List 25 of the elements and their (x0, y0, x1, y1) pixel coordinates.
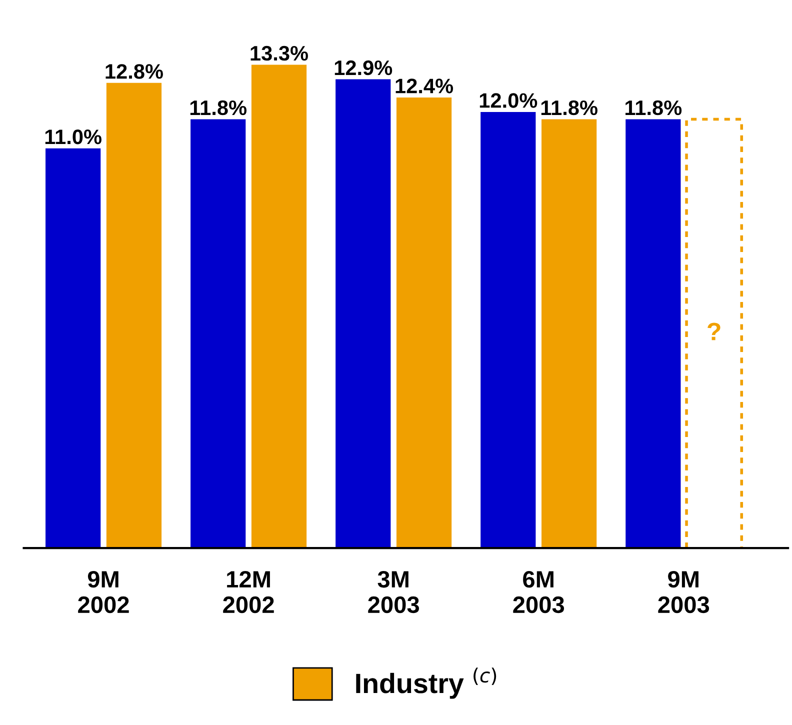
data-label: 11.0% (45, 129, 102, 144)
bar (251, 64, 307, 548)
data-label: 11.8% (541, 100, 598, 116)
data-label: 12.8% (106, 64, 163, 79)
data-label: 12.9% (334, 60, 392, 76)
bar (480, 112, 536, 548)
x-tick-label: 3M 2003 (368, 570, 419, 614)
legend-label: Industry $^{(c)}$ (356, 668, 496, 699)
x-tick-label: 9M 2003 (658, 570, 710, 614)
bar (626, 119, 681, 548)
annotation: ? (708, 322, 720, 340)
x-tick-label: 9M 2002 (78, 570, 129, 614)
data-label: 12.0% (480, 93, 538, 108)
bar (46, 148, 101, 548)
data-label: 11.8% (190, 100, 247, 116)
bar (396, 97, 452, 548)
bar (336, 79, 391, 548)
data-label: 11.8% (626, 100, 682, 116)
data-label: 13.3% (250, 46, 308, 61)
bar (190, 119, 246, 548)
x-tick-label: 12M 2002 (223, 570, 274, 614)
data-label: 12.4% (396, 78, 454, 94)
x-tick-label: 6M 2003 (513, 570, 564, 614)
bar (106, 82, 162, 548)
bar (542, 119, 597, 548)
